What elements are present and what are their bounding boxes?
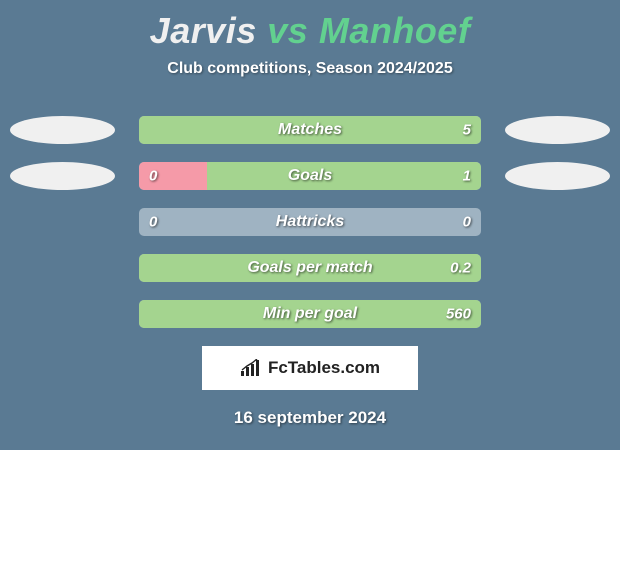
stat-bar: Goals 0 1 (139, 162, 481, 190)
player-left-oval (10, 116, 115, 144)
stat-row: Goals per match 0.2 (0, 254, 620, 282)
stat-value-right: 1 (463, 168, 471, 185)
stat-value-right: 560 (446, 306, 471, 323)
title-left: Jarvis (150, 10, 257, 51)
title-right: Manhoef (319, 10, 471, 51)
stat-label: Goals (288, 167, 332, 185)
stat-value-left: 0 (149, 214, 157, 231)
brand-label: FcTables.com (268, 358, 380, 378)
stat-bar: Hattricks 0 0 (139, 208, 481, 236)
stat-bar: Matches 5 (139, 116, 481, 144)
stat-label: Min per goal (263, 305, 357, 323)
comparison-card: Jarvis vs Manhoef Club competitions, Sea… (0, 0, 620, 450)
stat-value-right: 0 (463, 214, 471, 231)
title-vs: vs (257, 10, 319, 51)
stat-value-left: 0 (149, 168, 157, 185)
stat-row: Hattricks 0 0 (0, 208, 620, 236)
page-title: Jarvis vs Manhoef (0, 0, 620, 52)
brand-box[interactable]: FcTables.com (202, 346, 418, 390)
player-left-oval (10, 162, 115, 190)
stat-value-right: 0.2 (450, 260, 471, 277)
subtitle: Club competitions, Season 2024/2025 (0, 60, 620, 78)
bar-right-fill (207, 162, 481, 190)
stat-row: Matches 5 (0, 116, 620, 144)
player-right-oval (505, 116, 610, 144)
stat-row: Goals 0 1 (0, 162, 620, 190)
stat-label: Goals per match (247, 259, 372, 277)
brand-chart-icon (240, 359, 262, 377)
player-right-oval (505, 162, 610, 190)
stat-value-right: 5 (463, 122, 471, 139)
stat-label: Hattricks (276, 213, 344, 231)
stats-container: Matches 5 Goals 0 1 Hattricks 0 0 Goals per matc… (0, 116, 620, 328)
date-label: 16 september 2024 (0, 408, 620, 428)
stat-row: Min per goal 560 (0, 300, 620, 328)
stat-bar: Goals per match 0.2 (139, 254, 481, 282)
stat-bar: Min per goal 560 (139, 300, 481, 328)
stat-label: Matches (278, 121, 342, 139)
